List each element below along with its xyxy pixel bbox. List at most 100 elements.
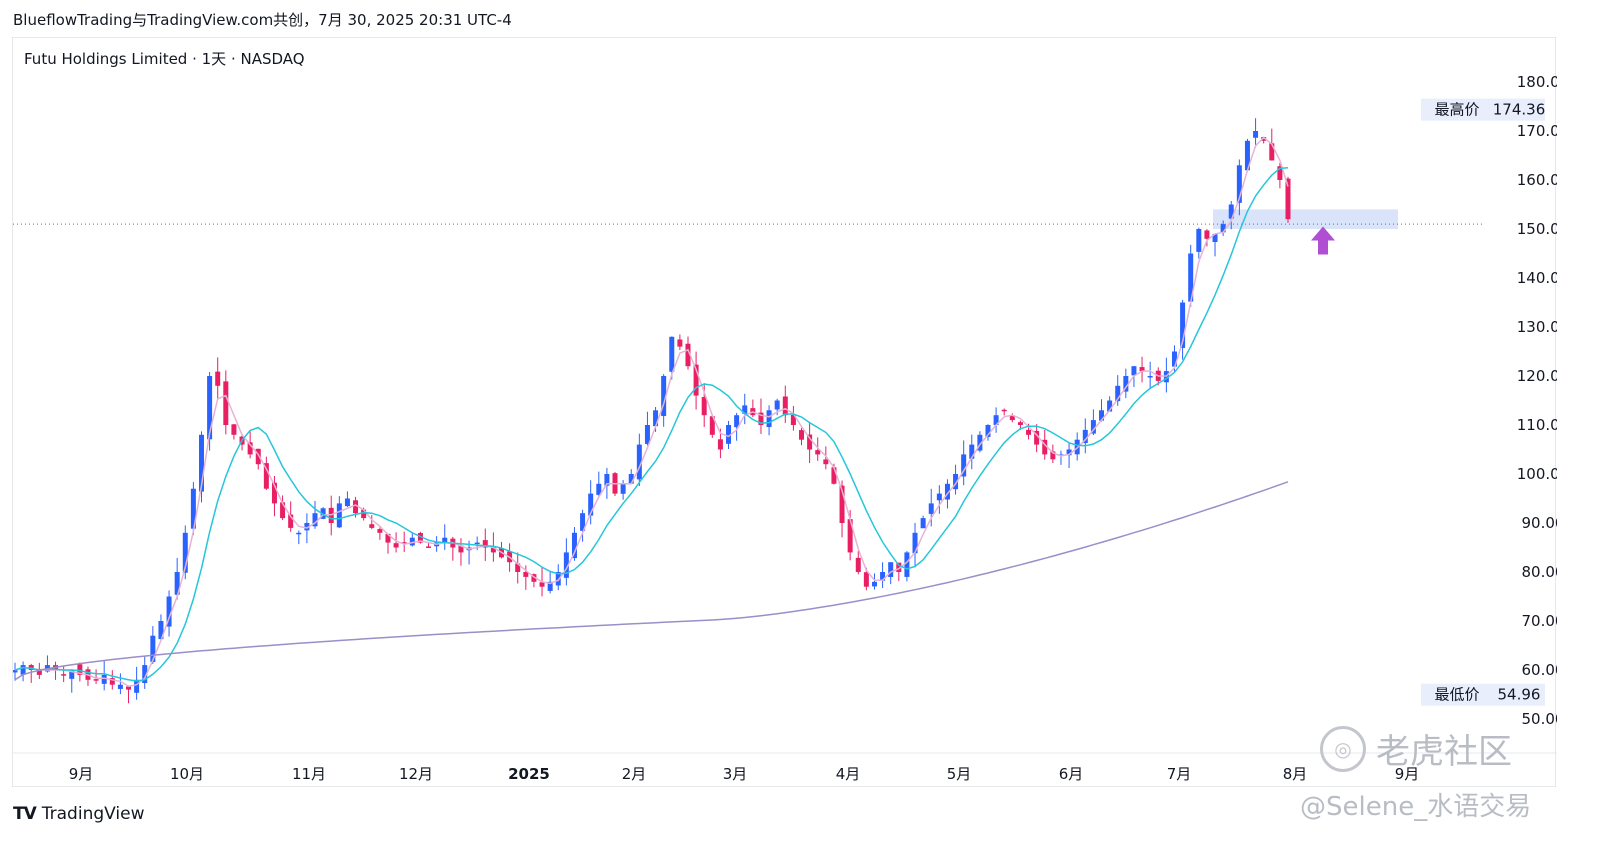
candle-body <box>409 537 415 546</box>
community-watermark: ◎ 老虎社区 <box>1320 724 1512 773</box>
candle-body <box>280 502 286 519</box>
candle-body <box>93 679 99 681</box>
candle-body <box>766 410 772 428</box>
candle-body <box>28 665 34 670</box>
x-tick-label: 2月 <box>622 765 647 783</box>
ma-mid-line <box>14 167 1289 682</box>
brand-label: TradingView <box>41 804 145 824</box>
candle-body <box>1147 376 1153 378</box>
symbol-title[interactable]: Futu Holdings Limited · 1天 · NASDAQ <box>24 50 305 68</box>
candle-body <box>823 459 829 465</box>
chart-panel[interactable]: 50.00 60.00 70.00 80.00 90.00 100.00 110.00 120… <box>12 37 1557 788</box>
candle-body <box>190 488 196 529</box>
author-watermark: @Selene_水语交易 <box>1300 792 1532 822</box>
candle-body <box>677 339 683 347</box>
candle-body <box>101 674 107 684</box>
candle-body <box>296 532 302 535</box>
candle-body <box>117 684 123 689</box>
candle-body <box>223 381 229 425</box>
candle-body <box>458 545 464 553</box>
y-tick-label: 60.00 <box>1522 661 1557 679</box>
x-tick-label: 2025 <box>508 765 550 783</box>
candle-body <box>563 552 569 578</box>
candle-body <box>1099 410 1105 421</box>
support-zone <box>1213 209 1398 229</box>
candle-body <box>1115 385 1121 402</box>
candle-body <box>782 396 788 416</box>
candle-body <box>1196 229 1202 252</box>
y-tick-label: 100.00 <box>1517 465 1557 483</box>
x-tick-label: 12月 <box>399 765 433 783</box>
candle-body <box>920 518 926 529</box>
candle-body <box>588 493 594 516</box>
low-price-value-text: 54.96 <box>1498 686 1541 704</box>
candle-body <box>1026 429 1032 435</box>
candle-body <box>174 572 180 595</box>
candle-body <box>1123 376 1129 392</box>
candle-body <box>271 482 277 504</box>
candle-body <box>531 574 537 582</box>
candle-body <box>182 532 188 573</box>
y-tick-label: 90.00 <box>1522 514 1557 532</box>
candle-body <box>1017 422 1023 425</box>
candle-body <box>361 509 367 519</box>
candle-body <box>1228 204 1234 219</box>
candle-body <box>1188 253 1194 302</box>
candle-body <box>336 503 342 528</box>
candle-body <box>1082 429 1088 444</box>
candle-body <box>442 537 448 543</box>
candle-body <box>734 415 740 428</box>
candle-body <box>198 434 204 492</box>
candle-body <box>701 397 707 416</box>
x-tick-label: 4月 <box>836 765 861 783</box>
candle-body <box>1042 439 1048 455</box>
candle-body <box>353 500 359 514</box>
candle-body <box>896 562 902 572</box>
candle-body <box>904 552 910 577</box>
y-tick-label: 70.00 <box>1522 612 1557 630</box>
candle-body <box>799 430 805 440</box>
candle-body <box>1244 140 1250 171</box>
x-tick-label: 9月 <box>69 765 94 783</box>
candle-body <box>944 483 950 500</box>
candle-body <box>1277 166 1283 180</box>
candle-body <box>985 425 991 437</box>
candle-body <box>36 668 42 675</box>
candle-body <box>1236 165 1242 203</box>
candle-body <box>571 532 577 559</box>
candle-body <box>393 543 399 548</box>
price-chart[interactable]: 50.00 60.00 70.00 80.00 90.00 100.00 110.00 120… <box>13 38 1557 788</box>
candle-body <box>1139 367 1145 372</box>
candle-body <box>1050 451 1056 460</box>
candle-body <box>580 513 586 531</box>
candle-body <box>1180 302 1186 348</box>
low-price-tag-bg <box>1421 683 1493 706</box>
candle-body <box>312 513 318 527</box>
y-tick-label: 140.00 <box>1517 269 1557 287</box>
y-tick-label: 50.00 <box>1522 710 1557 728</box>
candle-body <box>13 670 18 673</box>
y-tick-label: 130.00 <box>1517 318 1557 336</box>
tradingview-brand[interactable]: TV TradingView <box>13 804 144 824</box>
candle-body <box>109 678 115 685</box>
candle-body <box>936 493 942 501</box>
candle-body <box>158 621 164 640</box>
y-tick-label: 170.00 <box>1517 122 1557 140</box>
candle-body <box>636 444 642 480</box>
candle-body <box>928 503 934 514</box>
candle-body <box>426 546 432 548</box>
candle-body <box>1253 131 1259 138</box>
candle-body <box>134 679 140 693</box>
x-tick-label: 7月 <box>1167 765 1192 783</box>
candle-body <box>547 581 553 591</box>
candle-body <box>263 463 269 489</box>
candle-body <box>628 474 634 484</box>
x-tick-label: 8月 <box>1283 765 1308 783</box>
candle-body <box>539 582 545 587</box>
candle-body <box>377 529 383 533</box>
candle-body <box>401 542 407 544</box>
high-price-value-text: 174.36 <box>1493 101 1546 119</box>
candle-body <box>726 425 732 444</box>
candle-body <box>790 414 796 425</box>
candle-body <box>596 483 602 495</box>
